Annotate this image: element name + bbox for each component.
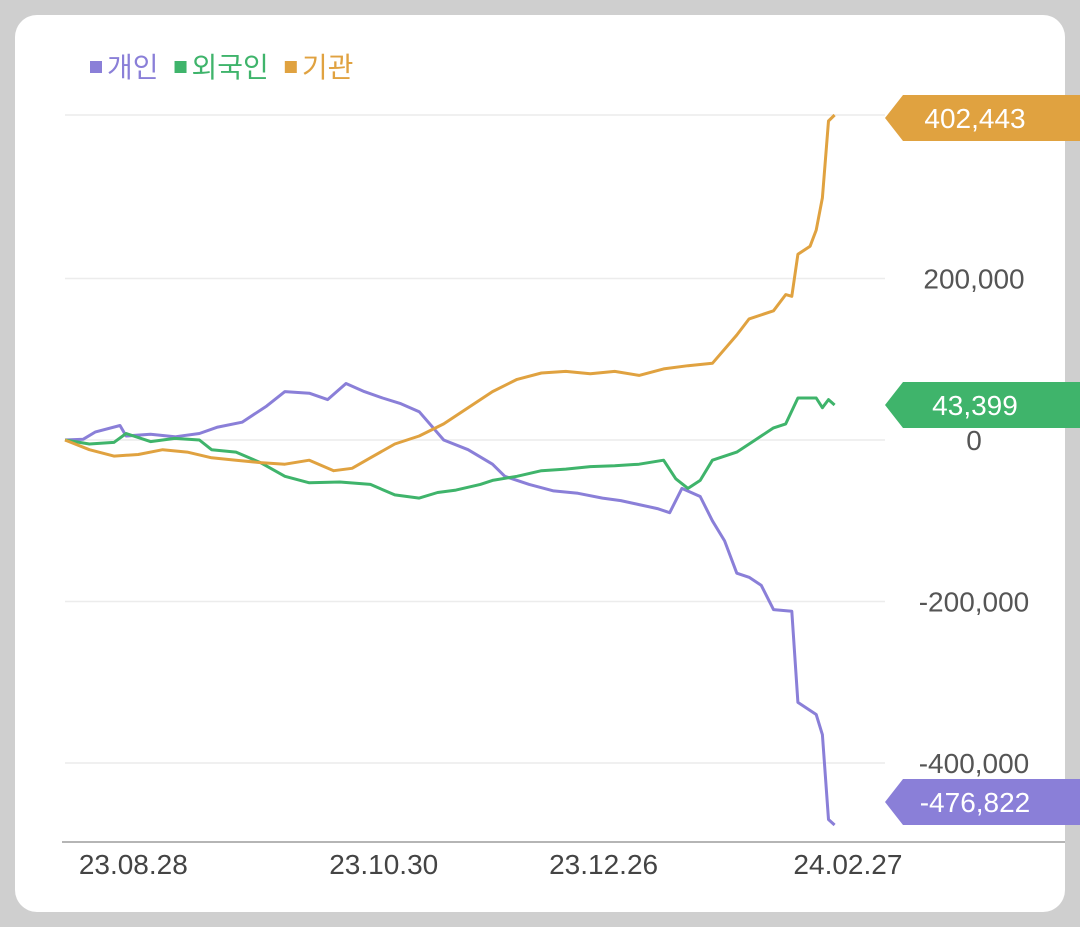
series-line — [64, 382, 836, 827]
legend-label: 외국인 — [192, 52, 269, 83]
x-tick-label: 24.02.27 — [793, 849, 902, 880]
legend-label: 개인 — [107, 52, 159, 83]
x-tick-label: 23.12.26 — [549, 849, 658, 880]
end-value-tag — [885, 95, 1080, 141]
end-value-tag — [885, 779, 1080, 825]
end-value-tag — [885, 382, 1080, 428]
end-value-label: 402,443 — [924, 103, 1025, 134]
y-tick-label: 0 — [966, 425, 982, 456]
y-tick-label: -200,000 — [919, 587, 1030, 618]
y-tick-label: 200,000 — [923, 264, 1024, 295]
x-tick-label: 23.08.28 — [79, 849, 188, 880]
y-tick-label: -400,000 — [919, 748, 1030, 779]
end-value-label: 43,399 — [932, 390, 1018, 421]
series-line — [64, 113, 836, 473]
legend-swatch — [90, 61, 102, 73]
legend-swatch — [284, 61, 297, 73]
series-line — [64, 396, 836, 500]
legend-label: 기관 — [302, 52, 354, 83]
end-value-label: -476,822 — [920, 787, 1031, 818]
x-tick-label: 23.10.30 — [329, 849, 438, 880]
legend-swatch — [174, 61, 187, 73]
